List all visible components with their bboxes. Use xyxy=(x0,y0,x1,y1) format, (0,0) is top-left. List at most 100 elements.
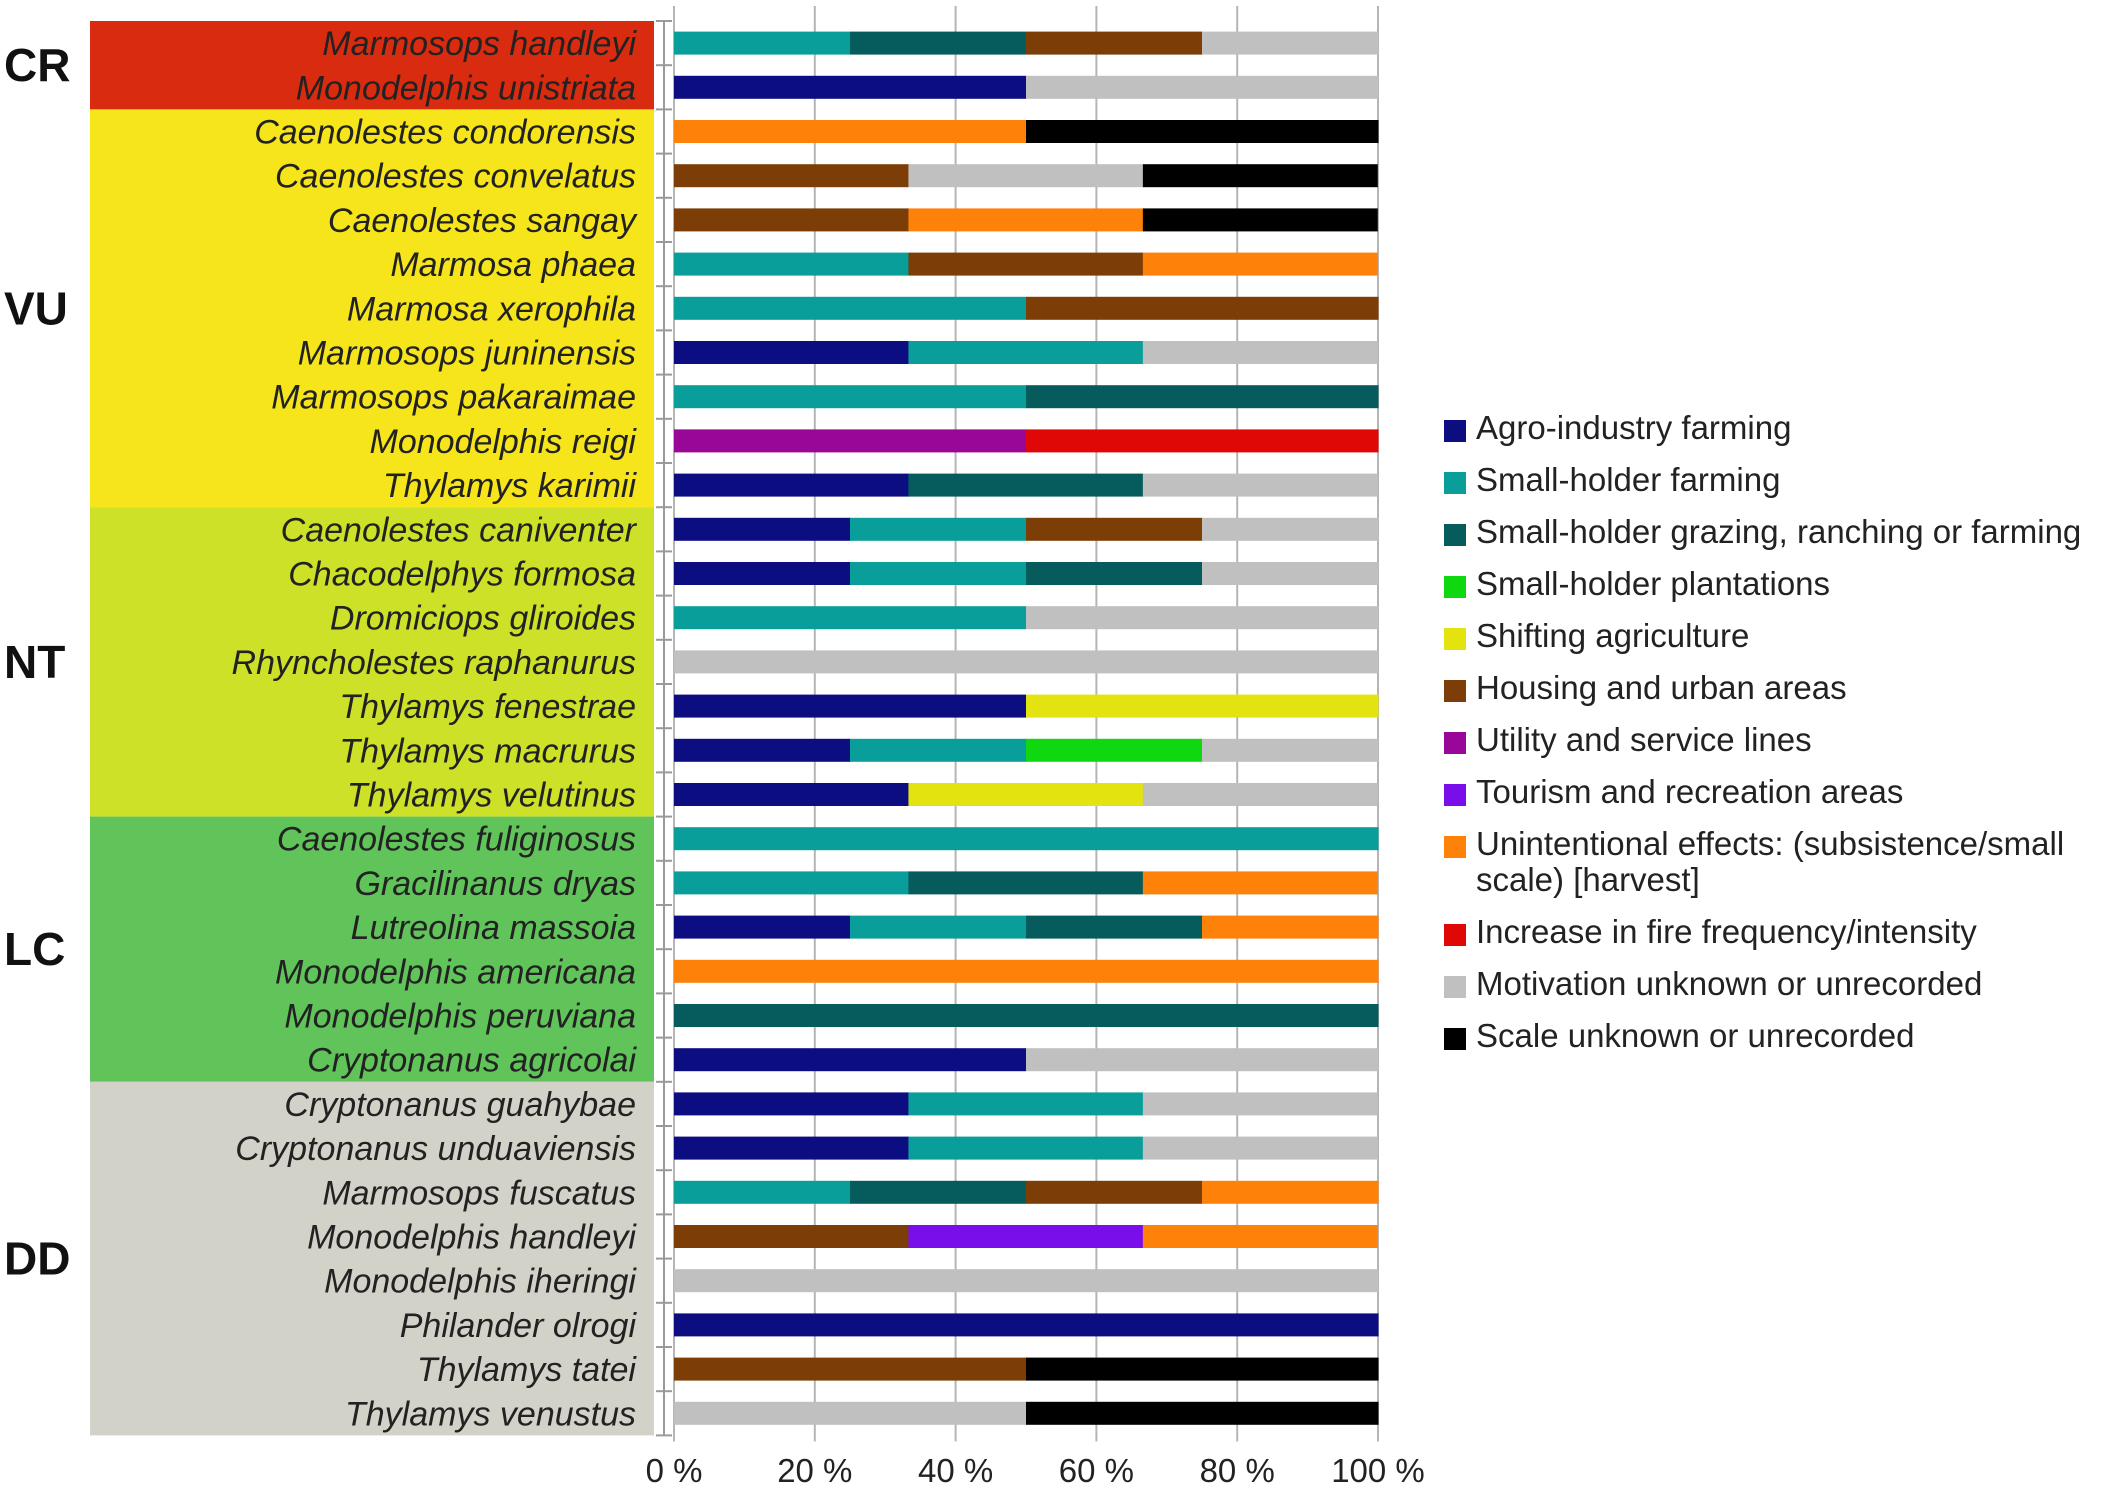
legend-item: Small-holder grazing, ranching or farmin… xyxy=(1444,514,2128,550)
bar-segment xyxy=(674,473,909,497)
bar-segment xyxy=(1026,385,1379,409)
bar-segment xyxy=(674,385,1027,409)
bar-segment xyxy=(674,1225,909,1248)
bar-segment xyxy=(1142,341,1378,364)
legend-label: Agro-industry farming xyxy=(1476,409,1792,446)
category-band-lc xyxy=(90,816,654,1082)
species-label: Cryptonanus agricolai xyxy=(307,1042,637,1080)
bar-segment xyxy=(1202,31,1379,55)
bar-segment xyxy=(908,473,1144,497)
species-label: Marmosa phaea xyxy=(390,246,636,284)
bar-segment xyxy=(674,120,1027,143)
bar-segment xyxy=(674,827,1379,851)
bar-segment xyxy=(674,75,1027,99)
category-band-cr xyxy=(90,21,654,110)
species-label: Thylamys fenestrae xyxy=(339,688,636,726)
bar-segment xyxy=(674,783,909,806)
legend-label: Utility and service lines xyxy=(1476,721,1812,758)
species-label: Marmosops handleyi xyxy=(322,25,637,63)
legend-label: Small-holder plantations xyxy=(1476,565,1831,602)
bar-segment xyxy=(1142,1225,1378,1248)
species-label: Monodelphis handleyi xyxy=(307,1219,637,1257)
legend-item: Tourism and recreation areas xyxy=(1444,774,2128,810)
bar-segment xyxy=(1142,164,1378,188)
bar-segment xyxy=(1026,429,1379,453)
legend-swatch xyxy=(1444,576,1466,598)
category-label-cr: CR xyxy=(4,39,70,91)
category-label-vu: VU xyxy=(4,282,68,334)
bar-segment xyxy=(674,915,851,939)
category-label-dd: DD xyxy=(4,1233,70,1285)
species-label: Marmosa xerophila xyxy=(347,290,636,328)
species-label: Monodelphis americana xyxy=(275,953,636,991)
bar-segment xyxy=(1026,1180,1203,1204)
legend-label: Motivation unknown or unrecorded xyxy=(1476,965,1983,1002)
bar-segment xyxy=(1026,1357,1379,1381)
species-label: Monodelphis iheringi xyxy=(324,1263,637,1301)
bar-segment xyxy=(1142,871,1378,895)
legend-item: Shifting agriculture xyxy=(1444,618,2128,654)
bar-segment xyxy=(908,252,1144,276)
bar-segment xyxy=(1202,1180,1379,1204)
bar-segment xyxy=(1026,694,1379,718)
category-label-lc: LC xyxy=(4,923,65,975)
bar-segment xyxy=(674,1004,1379,1027)
x-tick-label: 0 % xyxy=(646,1452,703,1486)
species-label: Thylamys venustus xyxy=(345,1395,636,1433)
bar-segment xyxy=(908,871,1144,895)
species-label: Marmosops fuscatus xyxy=(322,1174,636,1212)
legend-label: Small-holder grazing, ranching or farmin… xyxy=(1476,513,2082,550)
bar-segment xyxy=(674,1269,1379,1293)
bar-segment xyxy=(850,738,1027,762)
legend-item: Scale unknown or unrecorded xyxy=(1444,1018,2128,1054)
legend-swatch xyxy=(1444,420,1466,442)
species-labels: Marmosops handleyi Monodelphis unistriata… xyxy=(232,25,638,1433)
bar-segment xyxy=(674,208,909,232)
bar-segment xyxy=(1202,915,1379,939)
bar-segment xyxy=(674,1136,909,1160)
legend-swatch xyxy=(1444,924,1466,946)
species-label: Monodelphis peruviana xyxy=(284,998,636,1036)
legend-swatch xyxy=(1444,784,1466,806)
bar-segment xyxy=(908,1136,1144,1160)
bar-segment xyxy=(850,1180,1027,1204)
species-label: Thylamys karimii xyxy=(383,467,638,505)
legend-label: Shifting agriculture xyxy=(1476,617,1750,654)
species-label: Philander olrogi xyxy=(400,1307,638,1345)
species-label: Marmosops pakaraimae xyxy=(271,379,636,417)
bar-segment xyxy=(1142,208,1378,232)
category-label-nt: NT xyxy=(4,636,65,688)
bar-segment xyxy=(674,252,909,276)
legend-item: Small-holder farming xyxy=(1444,462,2128,498)
bar-segment xyxy=(1026,120,1379,143)
legend-label: Unintentional effects: (subsistence/smal… xyxy=(1476,825,2065,898)
bar-segment xyxy=(850,31,1027,55)
x-tick-label: 40 % xyxy=(918,1452,993,1486)
bar-segment xyxy=(1026,75,1379,99)
legend-item: Motivation unknown or unrecorded xyxy=(1444,966,2128,1002)
bar-segment xyxy=(1026,1048,1379,1072)
bar-segment xyxy=(674,562,851,585)
bar-segment xyxy=(674,429,1027,453)
bar-segment xyxy=(1202,738,1379,762)
bar-segment xyxy=(1026,31,1203,55)
bar-segment xyxy=(674,1357,1027,1381)
species-label: Cryptonanus guahybae xyxy=(284,1086,636,1124)
species-label: Thylamys velutinus xyxy=(347,777,636,815)
species-label: Thylamys macrurus xyxy=(339,732,636,770)
legend-item: Utility and service lines xyxy=(1444,722,2128,758)
bar-segment xyxy=(674,1048,1027,1072)
bar-segment xyxy=(674,1180,851,1204)
legend-item: Housing and urban areas xyxy=(1444,670,2128,706)
legend-label: Small-holder farming xyxy=(1476,461,1781,498)
bar-segment xyxy=(674,694,1027,718)
species-label: Monodelphis reigi xyxy=(370,423,638,461)
bar-segment xyxy=(1202,517,1379,541)
bar-segment xyxy=(674,341,909,364)
legend-item: Increase in fire frequency/intensity xyxy=(1444,914,2128,950)
category-band-dd xyxy=(90,1081,654,1436)
bar-segment xyxy=(674,871,909,895)
species-label: Thylamys tatei xyxy=(417,1351,638,1389)
bar-segment xyxy=(674,517,851,541)
bar-segment xyxy=(1142,473,1378,497)
